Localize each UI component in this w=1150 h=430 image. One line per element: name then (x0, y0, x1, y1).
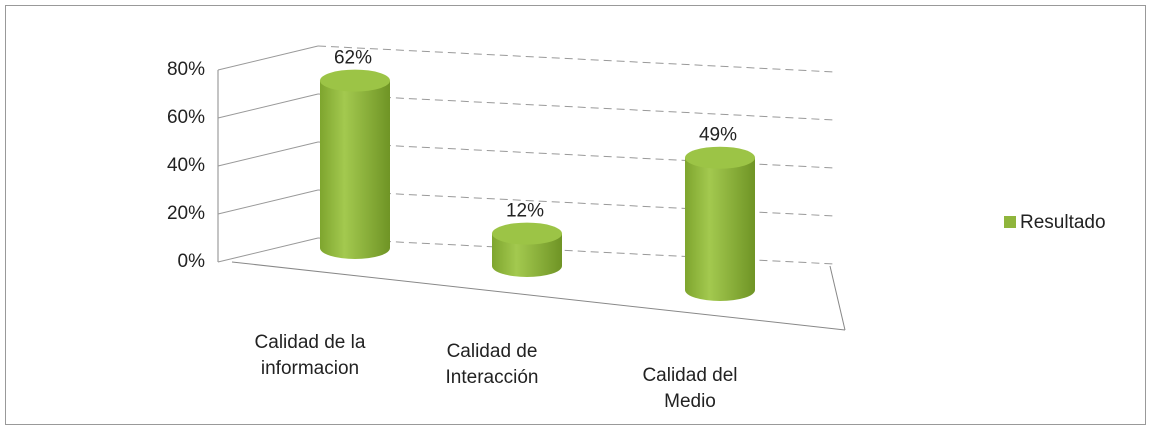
data-label: 49% (699, 125, 737, 146)
data-label: 12% (506, 201, 544, 222)
grid-line (217, 93, 319, 119)
y-tick-label: 80% (167, 59, 205, 80)
y-tick-label: 0% (178, 251, 206, 272)
floor-edge (231, 261, 846, 331)
grid-line (217, 237, 319, 263)
bar-top (492, 222, 562, 245)
x-tick-label: Calidad de Interacción (446, 341, 539, 388)
bar (320, 80, 390, 259)
frame (5, 5, 1146, 425)
bar (685, 157, 755, 301)
data-label: 62% (334, 48, 372, 69)
y-tick-label: 20% (167, 203, 205, 224)
bar-top (685, 146, 755, 169)
legend-label: Resultado (1020, 212, 1106, 233)
y-tick-label: 60% (167, 107, 205, 128)
grid-line (217, 189, 319, 215)
bar (492, 233, 562, 277)
y-tick-label: 40% (167, 155, 205, 176)
bar-top (320, 69, 390, 92)
x-tick-label: Calidad del Medio (642, 365, 737, 412)
grid-line (317, 45, 836, 73)
x-tick-label: Calidad de la informacion (255, 332, 366, 379)
grid-line (217, 45, 319, 71)
floor-edge (829, 265, 846, 331)
grid-line (217, 141, 319, 167)
grid-line (317, 93, 836, 121)
legend-swatch (1004, 216, 1016, 228)
